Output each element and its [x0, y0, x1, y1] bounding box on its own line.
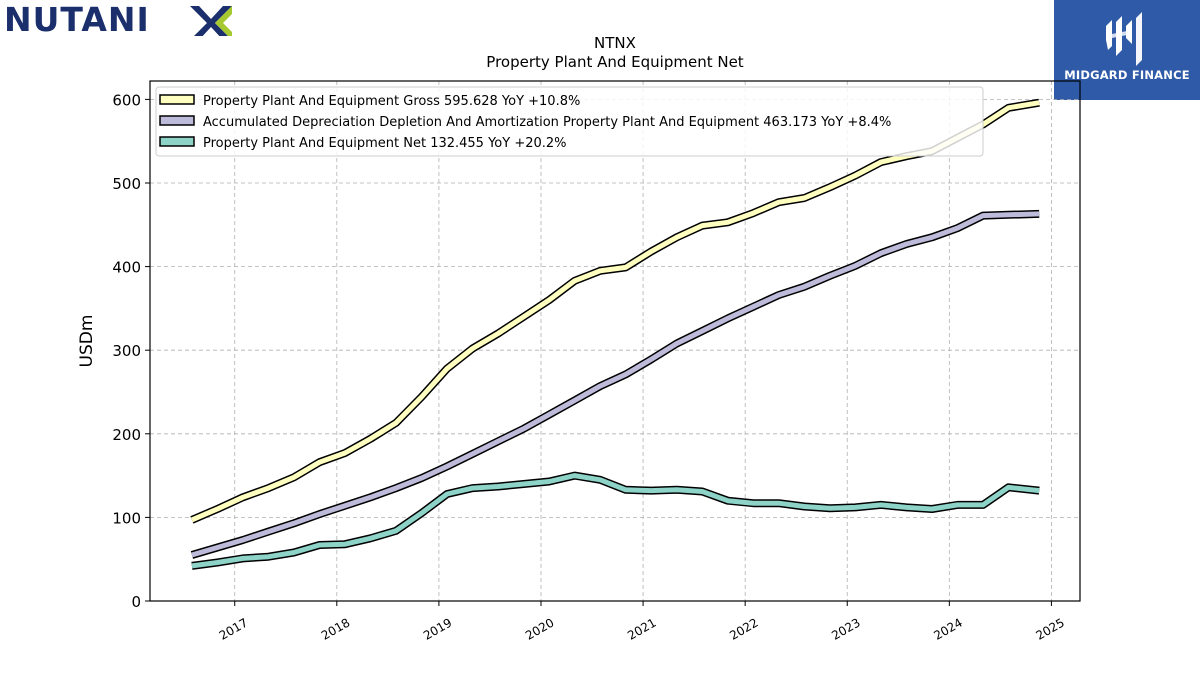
- y-tick-label: 500: [112, 175, 141, 193]
- legend-swatch: [159, 136, 195, 147]
- nutanix-logo: NUTANI: [4, 2, 232, 36]
- y-tick-label: 100: [112, 509, 141, 527]
- x-tick-label: 2024: [931, 615, 964, 642]
- y-axis-label: USDm: [77, 315, 97, 368]
- ticks: 0 100 200 300 400 500 600 2017 2018 2019 2020 2021 2…: [112, 91, 1067, 642]
- legend-swatch: [159, 94, 195, 105]
- legend-label: Accumulated Depreciation Depletion And A…: [203, 115, 891, 130]
- x-tick-label: 2019: [421, 615, 454, 642]
- legend-label: Property Plant And Equipment Gross 595.6…: [203, 94, 580, 109]
- y-tick-label: 200: [112, 426, 141, 444]
- series-3-outline: [191, 471, 1040, 570]
- y-tick-label: 400: [112, 259, 141, 277]
- legend-swatch: [159, 115, 195, 126]
- chart-title: NTNX: [594, 34, 636, 52]
- legend: Property Plant And Equipment Gross 595.6…: [155, 86, 984, 157]
- x-tick-label: 2021: [625, 615, 658, 642]
- svg-text:NUTANI: NUTANI: [4, 2, 150, 36]
- y-tick-label: 300: [112, 342, 141, 360]
- series-group: [190, 98, 1040, 570]
- x-tick-label: 2022: [727, 615, 760, 642]
- chart-subtitle: Property Plant And Equipment Net: [486, 53, 743, 71]
- plot-frame: [149, 80, 1081, 602]
- series-1-outline: [190, 98, 1040, 524]
- y-tick-label: 0: [131, 593, 141, 611]
- x-tick-label: 2018: [319, 615, 352, 642]
- x-tick-label: 2017: [217, 615, 250, 642]
- x-tick-label: 2023: [829, 615, 862, 642]
- midgard-finance-wordmark: MIDGARD FINANCE: [1064, 68, 1190, 82]
- midgard-finance-logo: MIDGARD FINANCE: [1054, 0, 1200, 100]
- series-1-line: [190, 100, 1040, 523]
- series-3-line: [191, 473, 1040, 569]
- legend-label: Property Plant And Equipment Net 132.455…: [203, 136, 567, 151]
- x-tick-label: 2020: [523, 615, 556, 642]
- midgard-monogram-icon: [1106, 12, 1142, 66]
- x-tick-label: 2025: [1033, 615, 1066, 642]
- y-tick-label: 600: [112, 91, 141, 109]
- legend-box: [155, 86, 984, 157]
- series-2-line: [191, 211, 1040, 558]
